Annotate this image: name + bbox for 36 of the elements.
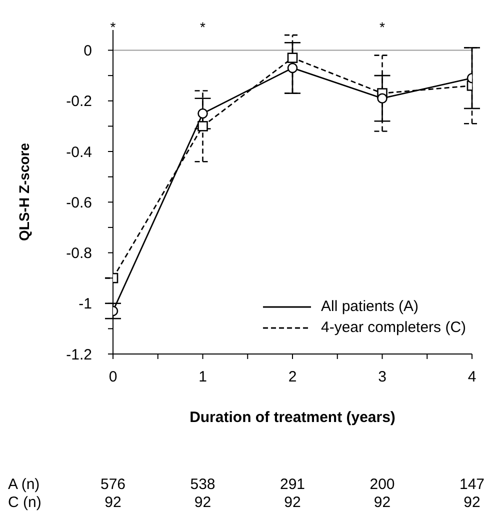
point: [377, 93, 388, 104]
text: C (n): [8, 494, 42, 511]
text: 92: [104, 494, 122, 511]
y-tick-label: -0.4: [66, 144, 92, 161]
point: [198, 108, 208, 119]
text: A (n): [8, 476, 40, 493]
annotation: *: [199, 18, 206, 35]
text: 92: [283, 494, 302, 511]
point: [287, 62, 298, 74]
y-tick-label: -1: [78, 296, 92, 313]
y-tick-label: -0.8: [66, 245, 92, 262]
annotation: *: [378, 18, 386, 35]
legend-label: 4-year completers (C): [321, 319, 466, 336]
annotation: *: [109, 18, 117, 35]
point: [287, 52, 298, 63]
text: 92: [462, 494, 482, 511]
legend-label: All patients (A): [321, 298, 419, 315]
x-tick-label: 3: [378, 368, 386, 386]
y-tick-label: -1.2: [66, 346, 92, 364]
point: [198, 121, 208, 132]
x-tick-label: 4: [468, 368, 476, 386]
text: 538: [189, 476, 216, 493]
y-tick-label: 0: [84, 42, 92, 60]
text: 291: [278, 476, 306, 493]
y-axis-title: QLS-H Z-score: [16, 142, 32, 242]
text: 92: [193, 494, 212, 511]
text: 200: [368, 476, 396, 493]
x-tick-label: 0: [108, 368, 118, 386]
x-tick-label: 1: [198, 368, 207, 386]
x-tick-label: 2: [288, 368, 297, 386]
text: 92: [372, 494, 392, 511]
y-tick-label: -0.2: [66, 93, 92, 110]
text: 147: [458, 476, 486, 493]
text: 576: [99, 476, 127, 493]
y-tick-label: -0.6: [66, 194, 92, 212]
x-axis-title: Duration of treatment (years): [190, 409, 396, 426]
